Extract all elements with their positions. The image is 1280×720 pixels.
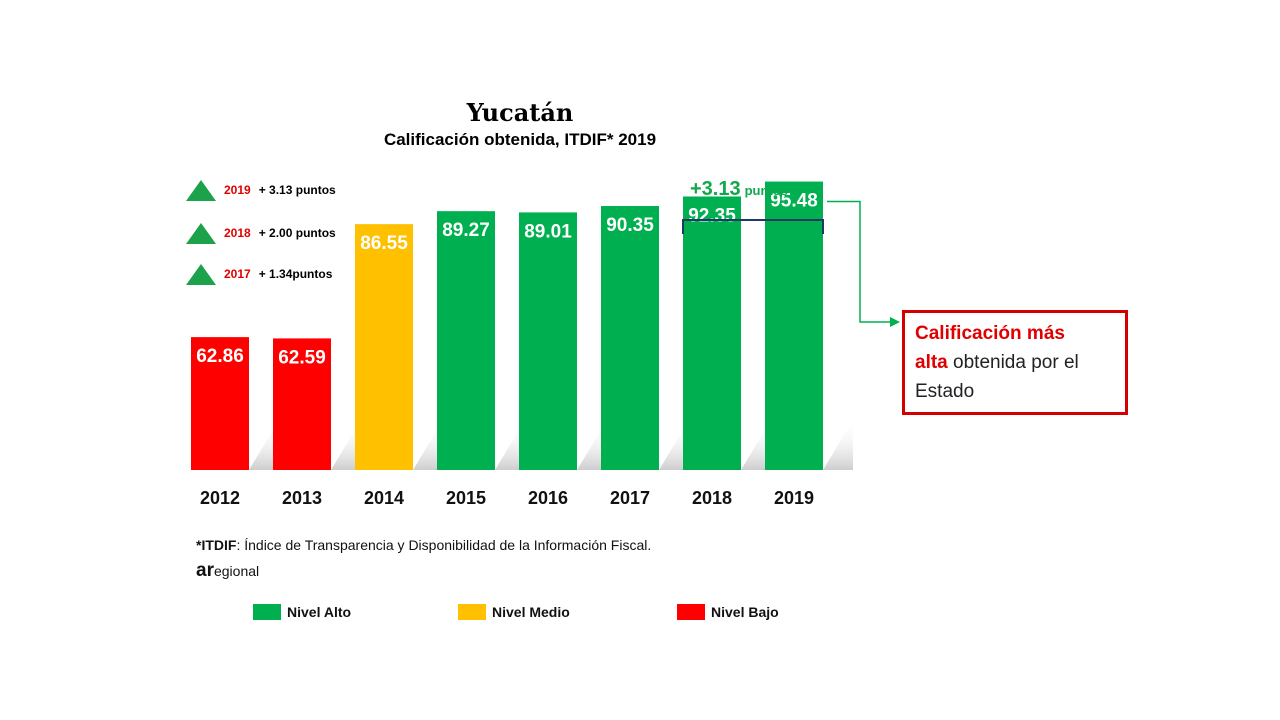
change-row-2019: 2019 + 3.13 puntos (186, 178, 336, 202)
bar-2015 (437, 211, 495, 471)
x-tick-label: 2016 (528, 488, 568, 508)
bar-value-label: 95.48 (770, 191, 818, 212)
callout-rest: obtenida por el Estado (915, 352, 1079, 402)
bar-shadow (577, 420, 607, 470)
x-tick-label: 2013 (282, 488, 322, 508)
brand-bold: ar (196, 560, 214, 581)
chart-title: Yucatán (466, 98, 574, 127)
bar-2017 (601, 206, 659, 470)
up-triangle-icon (186, 222, 216, 244)
bar-shadow (495, 420, 525, 470)
bracket (682, 219, 824, 234)
change-text: + 2.00 puntos (258, 226, 336, 240)
change-year: 2019 (224, 183, 251, 197)
callout-box: Calificación más alta obtenida por el Es… (902, 310, 1128, 415)
bar-value-label: 92.35 (688, 205, 736, 226)
legend-item-alto: Nivel Alto (253, 604, 351, 620)
legend-item-bajo: Nivel Bajo (677, 604, 779, 620)
bar-value-label: 86.55 (360, 233, 408, 254)
x-tick-label: 2015 (446, 488, 486, 508)
x-tick-label: 2019 (774, 488, 814, 508)
legend-label: Nivel Medio (492, 604, 570, 620)
bar-value-label: 90.35 (606, 215, 654, 236)
bar-shadow (659, 420, 689, 470)
callout-red-line2: alta (915, 352, 948, 373)
change-row-2018: 2018 + 2.00 puntos (186, 221, 336, 245)
up-triangle-icon (186, 179, 216, 201)
bar-2012 (191, 337, 249, 470)
bracket-value: +3.13 (690, 178, 741, 200)
callout-red-line1: Calificación más (915, 323, 1065, 344)
up-triangle-icon (186, 263, 216, 285)
bar-2013 (273, 338, 331, 470)
bar-2018 (683, 196, 741, 470)
change-row-2017: 2017 + 1.34puntos (186, 262, 332, 286)
bracket-label: +3.13 puntos (690, 178, 830, 201)
bar-2016 (519, 212, 577, 470)
bar-value-label: 89.27 (442, 220, 490, 241)
bar-2014 (355, 224, 413, 470)
legend-swatch (253, 604, 281, 620)
arrow-icon (890, 317, 900, 327)
change-year: 2018 (224, 226, 251, 240)
footnote-text: : Índice de Transparencia y Disponibilid… (236, 537, 652, 553)
bar-value-label: 89.01 (524, 221, 572, 242)
x-tick-label: 2014 (364, 488, 404, 508)
legend-item-medio: Nivel Medio (458, 604, 570, 620)
brand-logo: aregional (196, 560, 259, 582)
bar-shadow (331, 420, 361, 470)
legend-swatch (458, 604, 486, 620)
bar-shadow (741, 420, 771, 470)
bar-value-label: 62.86 (196, 346, 244, 367)
footnote: *ITDIF: Índice de Transparencia y Dispon… (196, 537, 651, 553)
legend-label: Nivel Alto (287, 604, 352, 620)
legend-swatch (677, 604, 705, 620)
bar-shadow (249, 420, 279, 470)
x-tick-label: 2018 (692, 488, 732, 508)
chart-subtitle: Calificación obtenida, ITDIF* 2019 (383, 130, 657, 149)
legend-label: Nivel Bajo (711, 604, 779, 620)
change-year: 2017 (224, 267, 251, 281)
callout-connector (827, 200, 892, 323)
change-text: + 3.13 puntos (258, 183, 336, 197)
footnote-term: *ITDIF (196, 537, 237, 553)
x-tick-label: 2012 (200, 488, 240, 508)
bar-2019 (765, 181, 823, 470)
change-text: + 1.34puntos (258, 267, 333, 281)
bar-shadow (823, 420, 853, 470)
bracket-unit: puntos (744, 183, 788, 198)
brand-rest: egional (213, 563, 260, 579)
x-tick-label: 2017 (610, 488, 650, 508)
bar-shadow (413, 420, 443, 470)
bar-value-label: 62.59 (278, 347, 326, 368)
